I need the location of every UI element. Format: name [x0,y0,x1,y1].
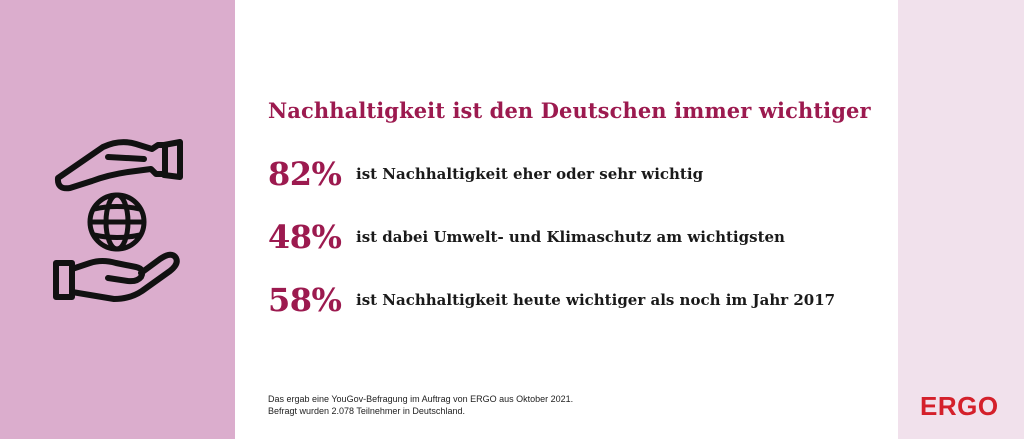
stat-percentage: 48% [268,218,342,256]
stat-description: ist Nachhaltigkeit heute wichtiger als n… [356,291,836,309]
stat-description: ist dabei Umwelt- und Klimaschutz am wic… [356,228,785,246]
stat-description: ist Nachhaltigkeit eher oder sehr wichti… [356,165,704,183]
footnote-line: Das ergab eine YouGov-Befragung im Auftr… [268,394,574,404]
stat-row: 48% ist dabei Umwelt- und Klimaschutz am… [268,218,785,256]
source-footnote: Das ergab eine YouGov-Befragung im Auftr… [268,393,573,417]
right-color-panel [898,0,1024,439]
stat-percentage: 82% [268,155,342,193]
stat-row: 58% ist Nachhaltigkeit heute wichtiger a… [268,281,835,319]
stat-row: 82% ist Nachhaltigkeit eher oder sehr wi… [268,155,703,193]
stat-percentage: 58% [268,281,342,319]
footnote-line: Befragt wurden 2.078 Teilnehmer in Deuts… [268,406,465,416]
hands-holding-globe-icon [48,132,188,307]
ergo-logo: ERGO [920,391,999,421]
page-title: Nachhaltigkeit ist den Deutschen immer w… [268,98,871,123]
